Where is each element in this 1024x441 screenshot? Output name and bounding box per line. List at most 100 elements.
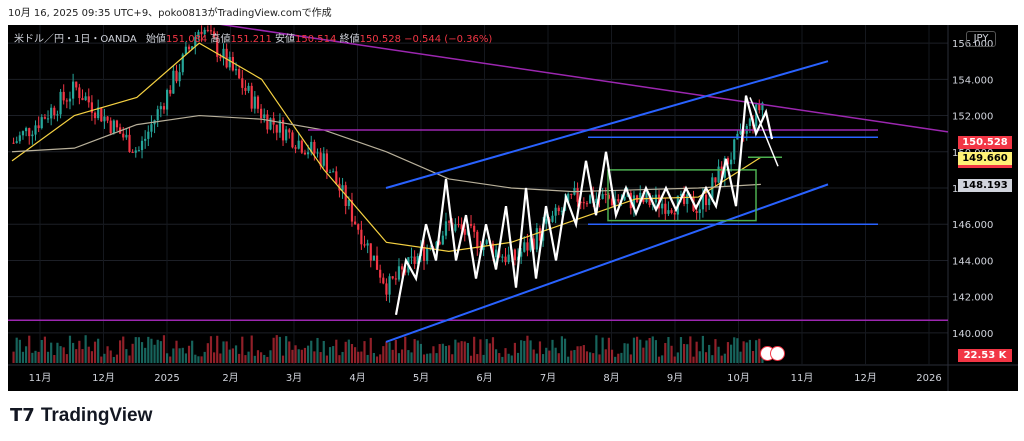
- volume-bar: [401, 349, 404, 363]
- volume-bar: [84, 335, 87, 363]
- candle-body: [97, 107, 100, 119]
- volume-bar: [169, 356, 172, 363]
- volume-bar: [623, 343, 626, 363]
- candle-body: [366, 243, 369, 246]
- volume-bar: [595, 335, 598, 363]
- volume-bar: [122, 336, 125, 363]
- volume-bar: [56, 342, 59, 363]
- candle-body: [225, 48, 228, 68]
- candle-body: [181, 54, 184, 73]
- volume-bar: [385, 341, 388, 363]
- candle-body: [416, 256, 419, 264]
- candle-body: [695, 211, 698, 213]
- candle-body: [166, 89, 169, 110]
- candle-body: [169, 89, 172, 94]
- volume-bar: [479, 339, 482, 363]
- volume-bar: [429, 353, 432, 363]
- candle-body: [122, 133, 125, 138]
- volume-bar: [203, 351, 206, 363]
- volume-bar: [407, 350, 410, 363]
- volume-bar: [43, 336, 46, 363]
- candle-body: [382, 277, 385, 284]
- volume-bar: [90, 351, 93, 363]
- candle-body: [313, 141, 316, 154]
- candle-body: [391, 276, 394, 279]
- candle-body: [576, 188, 579, 202]
- candle-body: [567, 193, 570, 203]
- candle-body: [34, 125, 37, 135]
- x-tick-label: 2月: [222, 372, 238, 384]
- volume-bar: [53, 355, 56, 363]
- candle-body: [441, 235, 444, 245]
- candle-body: [758, 104, 761, 111]
- volume-bar: [97, 338, 100, 363]
- candle-body: [228, 57, 231, 68]
- candle-body: [134, 150, 137, 153]
- candle-body: [300, 140, 303, 153]
- candle-body: [557, 207, 560, 212]
- candle-body: [717, 166, 720, 183]
- volume-bar: [106, 346, 109, 363]
- volume-bar: [213, 352, 216, 363]
- volume-bar: [228, 349, 231, 363]
- y-tick-label: 154.000: [952, 75, 993, 86]
- volume-bar: [435, 353, 438, 363]
- volume-bar: [294, 345, 297, 363]
- x-tick-label: 8月: [603, 372, 619, 384]
- event-marker-icon[interactable]: [770, 346, 785, 361]
- candle-body: [147, 131, 150, 139]
- volume-bar: [498, 353, 501, 363]
- candle-body: [288, 129, 291, 133]
- volume-bar: [263, 354, 266, 363]
- volume-bar: [563, 338, 567, 363]
- candle-body: [761, 102, 764, 111]
- candle-body: [545, 218, 548, 224]
- candle-body: [162, 106, 166, 110]
- candle-body: [244, 87, 247, 91]
- volume-bar: [632, 337, 636, 363]
- volume-bar: [614, 356, 617, 363]
- price-chart[interactable]: 156.000154.000152.000150.000148.000146.0…: [8, 25, 1018, 391]
- candle-body: [369, 243, 372, 261]
- candle-body: [241, 78, 244, 88]
- volume-bar: [551, 339, 554, 363]
- candle-body: [156, 109, 159, 121]
- x-tick-label: 2025: [154, 373, 179, 384]
- volume-bar: [607, 337, 610, 363]
- candle-body: [291, 132, 294, 148]
- candle-body: [175, 70, 178, 82]
- volume-bar: [463, 341, 466, 363]
- currency-button[interactable]: JPY: [966, 31, 996, 47]
- volume-bar: [119, 340, 122, 363]
- candle-body: [648, 193, 651, 206]
- candle-body: [25, 128, 28, 132]
- chart-frame[interactable]: 156.000154.000152.000150.000148.000146.0…: [8, 25, 1018, 391]
- volume-bar: [272, 337, 275, 363]
- candle-body: [84, 96, 87, 101]
- candle-body: [266, 114, 269, 130]
- volume-bar: [28, 335, 31, 363]
- x-tick-label: 12月: [854, 372, 877, 384]
- volume-bar: [529, 340, 532, 363]
- high-value: 151.211: [230, 34, 272, 45]
- volume-bar: [187, 345, 191, 363]
- candle-body: [375, 255, 379, 270]
- candle-body: [294, 147, 297, 149]
- candle-body: [81, 98, 84, 101]
- volume-bar: [645, 340, 648, 363]
- volume-bar: [256, 350, 260, 363]
- candle-body: [256, 96, 260, 109]
- volume-bar: [46, 351, 50, 363]
- volume-bar: [87, 346, 90, 363]
- ma-slow-tag: 148.193: [958, 178, 1012, 192]
- volume-bar: [573, 350, 576, 363]
- candle-body: [253, 96, 256, 109]
- candle-body: [454, 224, 457, 231]
- volume-bar: [307, 345, 310, 363]
- candle-body: [178, 72, 181, 82]
- volume-bar: [482, 354, 485, 363]
- candle-body: [686, 194, 689, 204]
- volume-bar: [698, 351, 701, 363]
- volume-bar: [701, 335, 704, 363]
- volume-bar: [335, 339, 338, 363]
